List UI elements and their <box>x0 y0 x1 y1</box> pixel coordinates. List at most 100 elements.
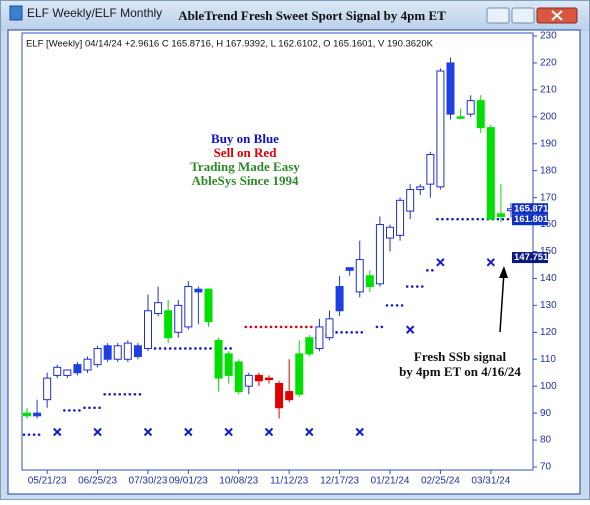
stop-dot <box>63 409 66 412</box>
signal-x <box>184 427 193 437</box>
stop-dot <box>78 409 81 412</box>
candle-body <box>204 288 213 323</box>
stop-dot <box>98 406 101 410</box>
stop-dot <box>93 406 96 410</box>
stop-dot <box>259 325 263 329</box>
signal-x <box>93 427 102 437</box>
stop-dot <box>340 331 343 334</box>
x-tick-label: 03/31/24 <box>471 476 510 487</box>
candle-body <box>466 100 475 115</box>
candle-body <box>496 213 505 217</box>
arrow <box>499 271 505 333</box>
y-tick-label: 70 <box>540 462 552 473</box>
stop-dot <box>113 392 117 396</box>
stop-dot <box>178 347 182 350</box>
header-info: ELF [Weekly] 04/14/24 +2.9616 C 165.8716… <box>26 39 434 50</box>
candle-body <box>23 412 31 417</box>
price-label: 165.871 <box>514 203 549 214</box>
stop-dot <box>274 325 278 329</box>
candle-body <box>154 302 163 314</box>
stop-dot <box>360 331 364 334</box>
stop-dot <box>400 304 404 307</box>
stop-dot <box>194 347 197 350</box>
candle-body <box>265 377 273 381</box>
stop-dot <box>426 269 429 272</box>
maximize-button[interactable] <box>511 7 535 24</box>
x-tick-label: 07/30/23 <box>129 476 168 487</box>
annotation: AbleSys Since 1994 <box>192 173 299 188</box>
x-tick-label: 12/17/23 <box>320 476 359 487</box>
stop-dot <box>254 325 258 329</box>
y-tick-label: 170 <box>540 192 557 203</box>
candle-body <box>446 62 455 115</box>
stop-dot <box>229 347 232 350</box>
candle-body <box>254 374 263 382</box>
x-tick-label: 02/25/24 <box>421 476 460 487</box>
stop-dot <box>294 325 298 329</box>
candle-body <box>456 116 465 119</box>
signal-x <box>355 427 364 437</box>
x-tick-label: 10/08/23 <box>219 476 258 487</box>
annotation: Buy on Blue <box>211 131 279 146</box>
stop-dot <box>501 217 505 221</box>
candle-body <box>335 286 344 312</box>
y-tick-label: 120 <box>540 327 557 338</box>
candle-body <box>396 199 405 236</box>
stop-dot <box>83 406 86 410</box>
y-tick-label: 220 <box>540 58 557 69</box>
stop-dot <box>108 392 111 396</box>
stop-dot <box>138 392 142 396</box>
stop-dot <box>431 269 434 272</box>
x-tick-label: 01/21/24 <box>371 476 410 487</box>
stop-dot <box>496 217 500 221</box>
candle-body <box>406 189 415 212</box>
stop-dot <box>481 217 485 221</box>
signal-x <box>436 258 445 267</box>
candle-body <box>416 186 425 191</box>
stop-dot <box>380 325 384 329</box>
stop-dot <box>385 304 389 307</box>
close-icon <box>551 10 563 21</box>
stop-dot <box>335 331 338 334</box>
stop-dot <box>249 325 253 329</box>
stop-dot <box>269 325 273 329</box>
stop-dot <box>299 325 303 329</box>
stop-dot <box>466 217 469 221</box>
candle-body <box>305 337 314 355</box>
stop-dot <box>224 347 227 350</box>
candle-body <box>194 288 203 293</box>
candle-body <box>436 70 445 188</box>
candle-body <box>93 347 102 366</box>
y-tick-label: 210 <box>540 85 557 96</box>
price-label: 147.751 <box>514 252 549 263</box>
signal-x <box>143 427 153 437</box>
candle-body <box>355 259 364 293</box>
candle-body <box>275 382 284 409</box>
y-tick-label: 200 <box>540 111 557 122</box>
candle-body <box>53 366 62 376</box>
candle-body <box>113 345 122 360</box>
candle-body <box>486 127 495 220</box>
candle-body <box>214 339 223 379</box>
y-tick-label: 90 <box>540 408 552 419</box>
candle-body <box>365 275 374 288</box>
minimize-button[interactable] <box>486 7 510 24</box>
x-tick-label: 05/21/23 <box>28 476 67 487</box>
stop-dot <box>264 325 268 329</box>
stop-dot <box>506 217 510 221</box>
stop-dot <box>153 347 157 350</box>
stop-dot <box>471 217 474 221</box>
price-label: 161.801 <box>514 214 549 225</box>
tab[interactable]: ELF Weekly/ELF Monthly <box>27 6 162 20</box>
candle-body <box>103 345 112 360</box>
stop-dot <box>128 392 132 396</box>
candle-body <box>43 377 52 401</box>
candle-body <box>315 326 324 349</box>
candle-body <box>174 304 183 333</box>
candle-body <box>33 412 42 417</box>
candle-body <box>73 364 82 374</box>
stop-dot <box>118 392 122 396</box>
stop-dot <box>209 347 212 350</box>
annotation: Trading Made Easy <box>190 159 300 174</box>
